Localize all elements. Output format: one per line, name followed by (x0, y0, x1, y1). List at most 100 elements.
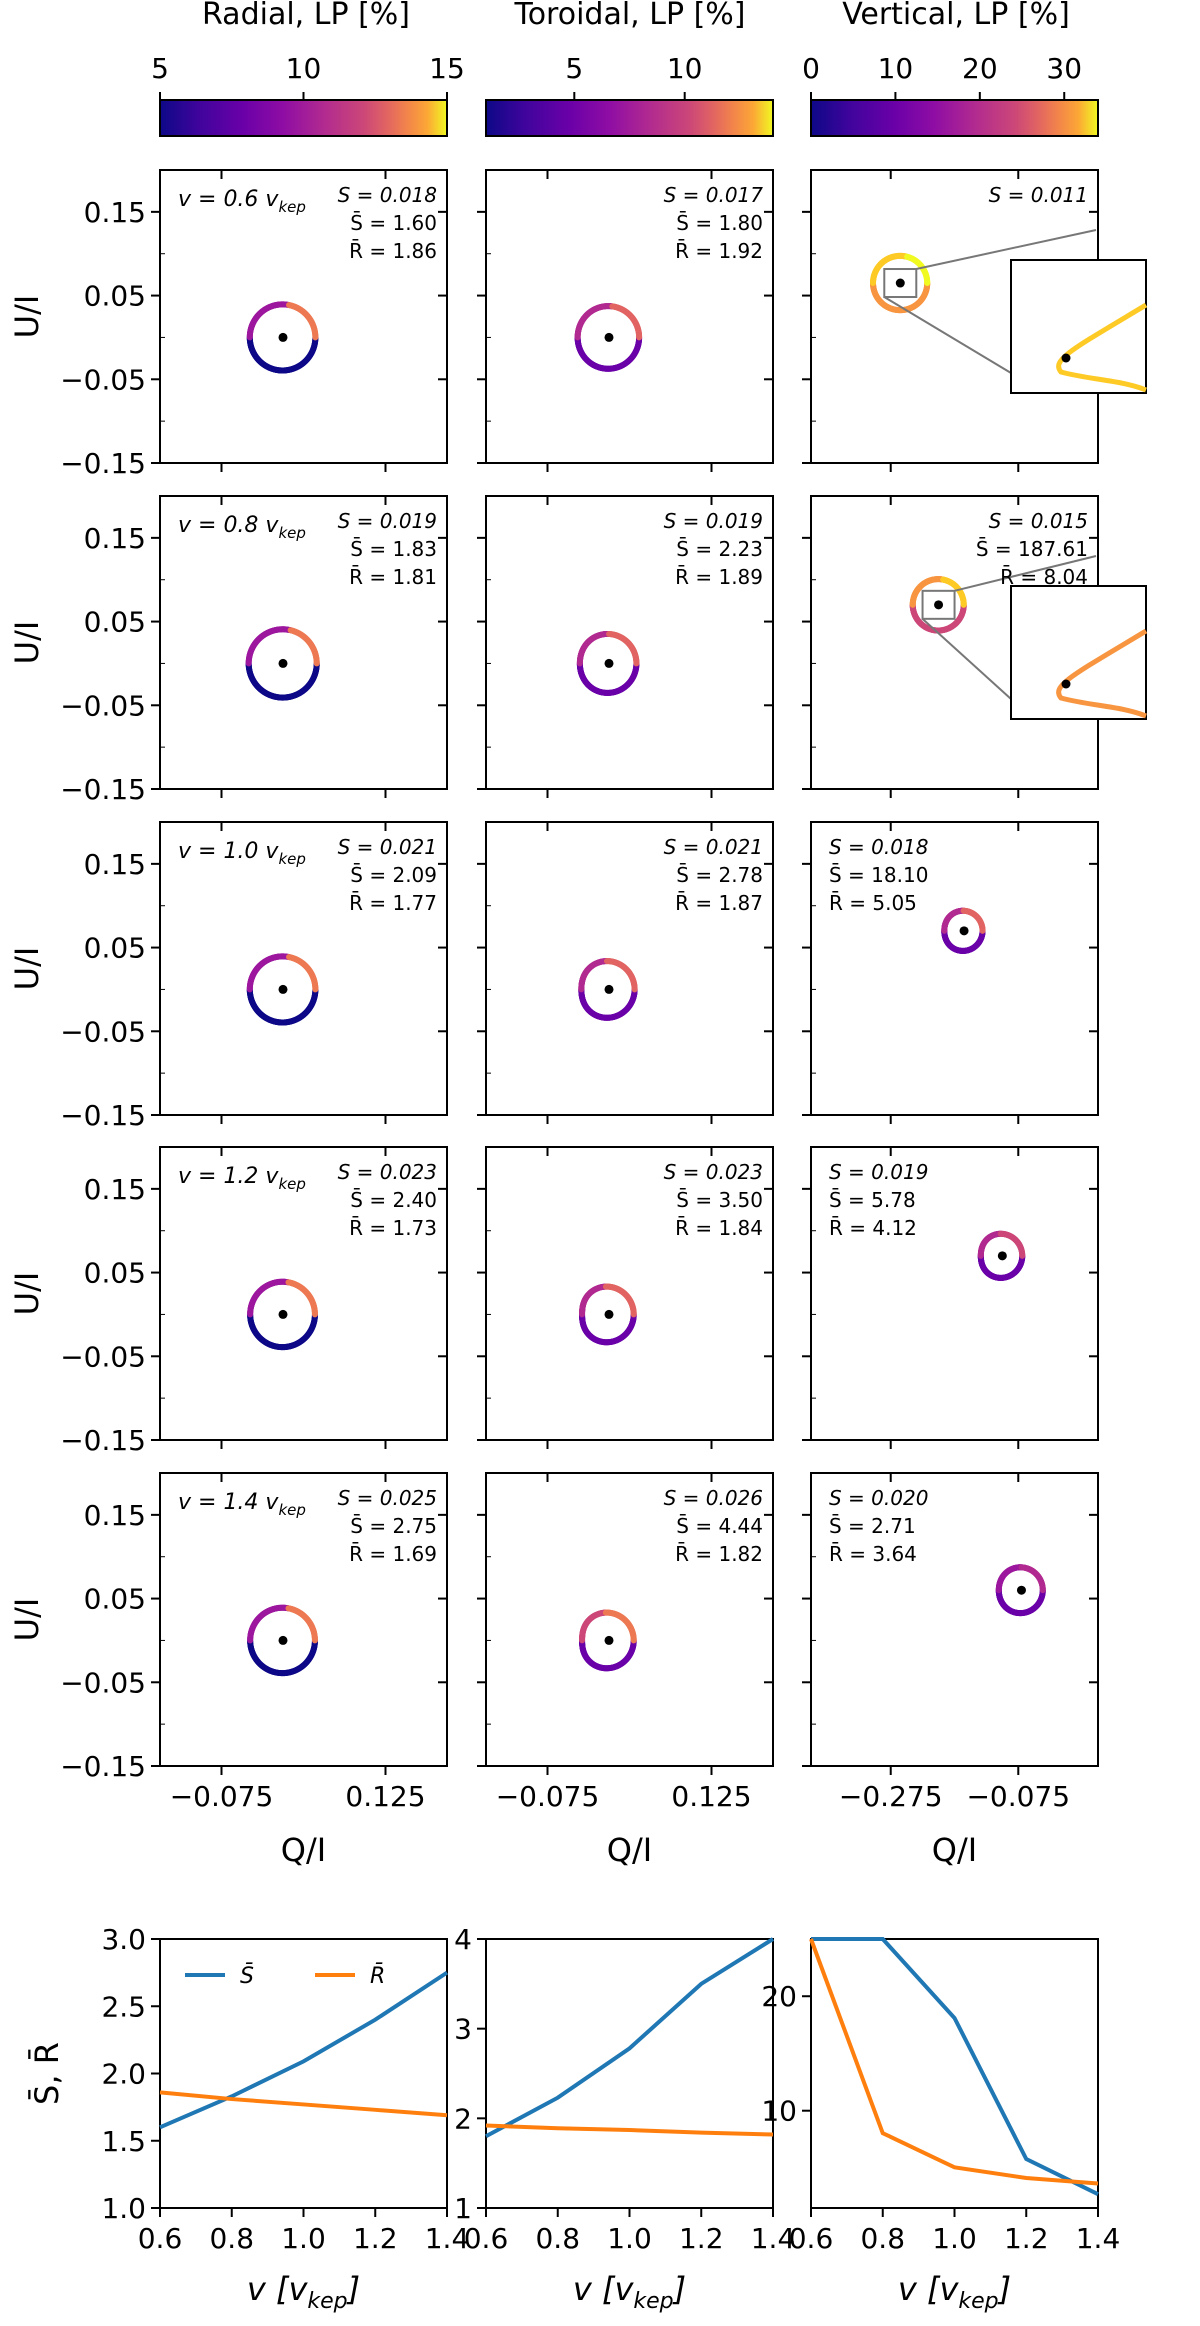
stat-R-bar: R̄ = 4.12 (829, 1215, 917, 1240)
x-label-part: kep (307, 2289, 347, 2314)
stat-S: S = 0.019 (829, 1160, 928, 1184)
y-axis-label: U/I (8, 295, 46, 339)
summary-x-label: v [vkep] (247, 2270, 360, 2314)
stat-S: S = 0.026 (664, 1486, 763, 1510)
y-tick-label: 1 (454, 2192, 472, 2225)
origin-dot (1016, 1585, 1026, 1595)
qu-panel: 0.15 0.05 −0.05 −0.15 S = 0.023 S̄ = 2.40 R̄ =… (8, 1146, 448, 1457)
stat-R-bar: R̄ = 1.73 (349, 1215, 437, 1240)
x-axis-label: Q/I (932, 1831, 977, 1869)
qu-panel: 0.15 0.05 −0.05 −0.15 S = 0.021 S̄ = 2.09 R̄ =… (8, 821, 448, 1132)
summary-y-label: S̄, R̄ (27, 2042, 66, 2105)
stat-R-bar: R̄ = 3.64 (829, 1541, 917, 1566)
series-line-S-bar (811, 1937, 1099, 2196)
x-tick-label: −0.275 (839, 1780, 943, 1813)
series-line-R-bar (809, 1938, 1099, 2186)
series-line-R-bar (159, 2090, 448, 2118)
colorbar-tick-label: 10 (878, 52, 914, 85)
stat-S-bar: S̄ = 5.78 (829, 1187, 916, 1212)
origin-dot (604, 1309, 614, 1319)
stat-S-bar: S̄ = 4.44 (676, 1513, 763, 1538)
x-label-part: v [v (898, 2270, 960, 2308)
summary-panels: 1.01.52.02.53.00.6 0.8 1.0 1.2 1.4v [vkep]S̄… (27, 1923, 1120, 2314)
y-tick-label: 10 (761, 2095, 797, 2128)
summary-panel: 1.0 1.5 2.0 2.5 3.0 0.6 0.8 1.0 1.2 1.4 v [vkep] S̄… (27, 1923, 469, 2314)
panel-frame (810, 1146, 1099, 1441)
qu-panel: −0.075 0.125 S = 0.026 S̄ = 4.44 R̄ = 1.82 Q/… (477, 1472, 774, 1869)
legend-label: R̄ (370, 1963, 385, 1989)
stat-R-bar: R̄ = 1.81 (349, 564, 437, 589)
origin-dot (604, 332, 614, 342)
y-tick-label: −0.05 (60, 689, 146, 722)
velocity-label: v = 0.8 vkep (178, 513, 306, 542)
origin-dot (934, 600, 944, 610)
inset-curve (1056, 302, 1148, 393)
inset-origin-dot (1061, 679, 1071, 689)
velocity-value: v = 1.2 v (178, 1164, 279, 1189)
colorbar-title: Vertical, LP [%] (842, 0, 1070, 32)
y-tick-label: 0.15 (84, 196, 146, 229)
stat-S: S = 0.017 (664, 183, 764, 207)
stat-R-bar: R̄ = 5.05 (829, 890, 917, 915)
x-tick-label: 1.0 (281, 2222, 326, 2255)
y-tick-label: 0.15 (84, 1173, 146, 1206)
y-axis-label: U/I (8, 947, 46, 991)
panel-frame (485, 1146, 774, 1441)
stat-S-bar: S̄ = 2.71 (829, 1513, 916, 1538)
inset-connector (921, 618, 1012, 700)
x-tick-label: 0.6 (789, 2222, 834, 2255)
velocity-label: v = 1.0 vkep (178, 839, 306, 868)
colorbar-tick-label: 5 (565, 52, 583, 85)
stat-S: S = 0.015 (989, 509, 1088, 533)
x-tick-label: 1.4 (751, 2222, 796, 2255)
origin-dot (604, 1635, 614, 1645)
x-label-part: ] (997, 2270, 1011, 2308)
y-tick-label: 2 (454, 2102, 472, 2135)
y-tick-label: 0.15 (84, 522, 146, 555)
stat-R-bar: R̄ = 1.92 (675, 238, 763, 263)
velocity-label: v = 1.2 vkep (178, 1164, 306, 1193)
x-tick-label: 1.2 (353, 2222, 398, 2255)
qu-panel: S = 0.023 S̄ = 3.50 R̄ = 1.84 (477, 1146, 774, 1449)
summary-x-label: v [vkep] (573, 2270, 686, 2314)
y-axis-label: U/I (8, 1598, 46, 1642)
y-tick-label: 3 (454, 2013, 472, 2046)
colorbar-gradient (810, 99, 1099, 137)
y-tick-label: −0.15 (60, 447, 146, 480)
stat-S-bar: S̄ = 2.23 (676, 536, 763, 561)
x-tick-label: 1.0 (607, 2222, 652, 2255)
y-tick-label: 1.0 (101, 2192, 146, 2225)
inset-marker (883, 268, 918, 299)
inset-marker (921, 589, 956, 620)
velocity-value: v = 0.6 v (178, 187, 279, 212)
qu-panel: 0.15 0.05 −0.05 −0.15 S = 0.019 S̄ = 1.83 R̄ =… (8, 495, 448, 806)
qu-panel: S = 0.019 S̄ = 5.78 R̄ = 4.12 (802, 1146, 1099, 1449)
stat-S: S = 0.019 (664, 509, 763, 533)
panel-frame (159, 821, 448, 1116)
y-tick-label: 2.0 (101, 2058, 146, 2091)
colorbar-vertical: Vertical, LP [%] 0 10 20 30 (802, 0, 1099, 137)
y-tick-label: 0.05 (84, 280, 146, 313)
velocity-subscript: kep (278, 850, 305, 868)
y-tick-label: 0.05 (84, 606, 146, 639)
velocity-subscript: kep (278, 1175, 305, 1193)
qu-panel: S = 0.017 S̄ = 1.80 R̄ = 1.92 (477, 169, 774, 472)
stat-S: S = 0.018 (338, 183, 437, 207)
stat-R-bar: R̄ = 1.69 (349, 1541, 437, 1566)
x-label-part: v [v (573, 2270, 635, 2308)
stat-S-bar: S̄ = 2.40 (350, 1187, 437, 1212)
qu-panel: −0.275 −0.075 S = 0.020 S̄ = 2.71 R̄ = 3.64 Q… (802, 1472, 1099, 1869)
colorbar-toroidal: Toroidal, LP [%] 5 10 (485, 0, 774, 137)
panel-frame (159, 1938, 448, 2209)
stat-S-bar: S̄ = 1.83 (350, 536, 437, 561)
colorbar-tick-label: 15 (429, 52, 465, 85)
y-tick-label: 3.0 (101, 1923, 146, 1956)
stat-S-bar: S̄ = 1.60 (350, 210, 437, 235)
stat-S: S = 0.025 (338, 1486, 437, 1510)
stat-S: S = 0.021 (664, 835, 763, 859)
origin-dot (278, 658, 288, 668)
colorbar-tick-label: 10 (286, 52, 322, 85)
panel-frame (485, 1938, 774, 2209)
x-tick-label: 0.6 (138, 2222, 183, 2255)
